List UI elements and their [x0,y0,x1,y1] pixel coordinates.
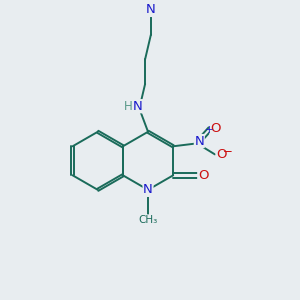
Text: +: + [205,125,214,135]
Text: N: N [146,3,156,16]
Text: H: H [124,100,133,113]
Text: N: N [143,183,153,196]
Text: O: O [210,122,220,135]
Text: N: N [133,100,143,113]
Text: O: O [198,169,208,182]
Text: CH₃: CH₃ [138,215,158,225]
Text: N: N [194,135,204,148]
Text: O: O [216,148,226,161]
Text: −: − [223,145,233,158]
